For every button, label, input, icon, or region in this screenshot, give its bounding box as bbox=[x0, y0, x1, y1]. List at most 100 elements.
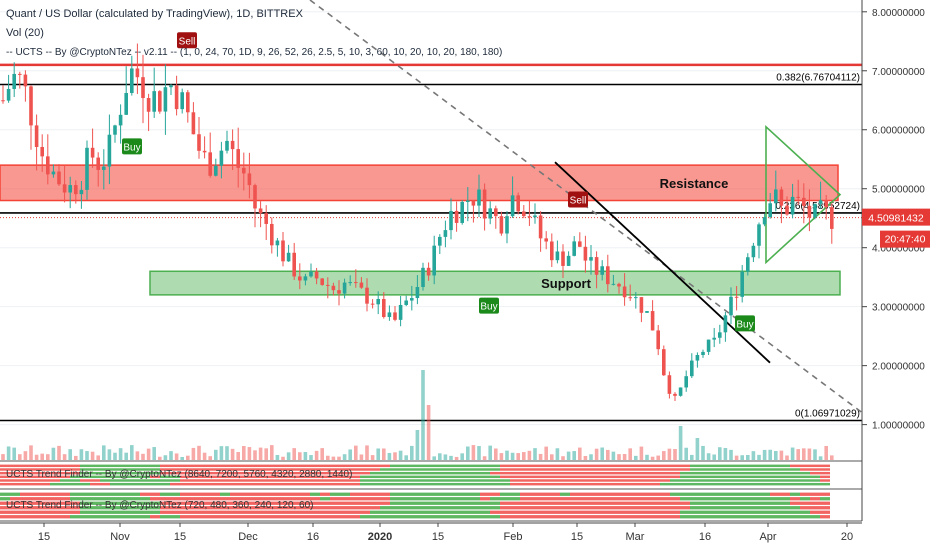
trend-cell bbox=[370, 471, 380, 475]
trend-cell bbox=[440, 497, 450, 501]
trend-cell bbox=[580, 482, 590, 486]
volume-bar bbox=[774, 450, 778, 460]
trend-cell bbox=[590, 471, 600, 475]
trend-cell bbox=[340, 501, 350, 505]
trend-cell bbox=[140, 471, 150, 475]
trend-cell bbox=[630, 501, 640, 505]
trend-cell bbox=[160, 506, 170, 510]
trend-cell bbox=[230, 471, 240, 475]
trend-cell bbox=[290, 497, 300, 501]
candle-body bbox=[790, 196, 795, 215]
candle-body bbox=[443, 230, 448, 237]
trend-cell bbox=[710, 475, 720, 479]
trend-cell bbox=[290, 501, 300, 505]
trend-cell bbox=[290, 482, 300, 486]
trend-cell bbox=[410, 482, 420, 486]
trend-cell bbox=[660, 475, 670, 479]
volume-bar bbox=[589, 454, 593, 460]
trend-cell bbox=[260, 515, 270, 519]
trend-cell bbox=[160, 479, 170, 482]
trend-cell bbox=[650, 492, 660, 496]
trend-cell bbox=[210, 492, 220, 496]
trend-cell bbox=[630, 497, 640, 501]
level-label: 0.236(4.58952724) bbox=[775, 201, 860, 212]
trend-cell bbox=[660, 506, 670, 510]
time-tick-label: Nov bbox=[110, 531, 130, 543]
trend-cell bbox=[490, 515, 500, 519]
trend-cell bbox=[110, 475, 120, 479]
trend-cell bbox=[360, 510, 370, 514]
trend-cell bbox=[280, 471, 290, 475]
trend-cell bbox=[220, 475, 230, 479]
trend-cell bbox=[50, 515, 60, 519]
trend-cell bbox=[110, 497, 120, 501]
trend-cell bbox=[430, 510, 440, 514]
trend-cell bbox=[180, 464, 190, 468]
trend-cell bbox=[270, 492, 280, 496]
trend-cell bbox=[540, 501, 550, 505]
trend-cell bbox=[60, 510, 70, 514]
trend-cell bbox=[290, 468, 300, 471]
trend-cell bbox=[390, 501, 400, 505]
candle-body bbox=[1, 100, 5, 102]
trend-cell bbox=[370, 479, 380, 482]
trend-cell bbox=[40, 471, 50, 475]
trend-cell bbox=[180, 468, 190, 471]
trend-cell bbox=[30, 515, 40, 519]
candle-body bbox=[538, 215, 543, 239]
volume-bar bbox=[499, 453, 504, 460]
trend-cell bbox=[570, 492, 580, 496]
trend-cell bbox=[450, 501, 460, 505]
candle-body bbox=[354, 282, 358, 284]
trend-cell bbox=[750, 492, 760, 496]
trend-cell bbox=[20, 501, 30, 505]
trend-cell bbox=[790, 471, 800, 475]
trend-cell bbox=[280, 506, 290, 510]
trend-cell bbox=[170, 482, 180, 486]
trend-cell bbox=[200, 468, 210, 471]
trend-cell bbox=[470, 479, 480, 482]
trend-cell bbox=[260, 468, 270, 471]
trend-cell bbox=[30, 482, 40, 486]
trend-cell bbox=[640, 464, 650, 468]
trend-cell bbox=[470, 510, 480, 514]
trend-cell bbox=[710, 497, 720, 501]
trend-cell bbox=[280, 475, 290, 479]
trend-cell bbox=[600, 501, 610, 505]
candle-body bbox=[12, 73, 16, 89]
trend-cell bbox=[90, 479, 100, 482]
trend-cell bbox=[810, 492, 820, 496]
trend-cell bbox=[540, 468, 550, 471]
trend-cell bbox=[710, 506, 720, 510]
trend-cell bbox=[150, 497, 160, 501]
trend-cell bbox=[430, 471, 440, 475]
trend-cell bbox=[350, 471, 360, 475]
trend-cell bbox=[510, 468, 520, 471]
trend-cell bbox=[630, 464, 640, 468]
candle-body bbox=[701, 351, 705, 355]
trend-cell bbox=[820, 497, 830, 501]
trend-cell bbox=[430, 479, 440, 482]
trend-cell bbox=[470, 464, 480, 468]
candle-body bbox=[695, 354, 700, 361]
volume-bar bbox=[174, 453, 179, 460]
trend-cell bbox=[570, 482, 580, 486]
volume-bar bbox=[830, 455, 834, 460]
volume-bar bbox=[667, 448, 672, 460]
trend-cell bbox=[130, 482, 140, 486]
trend-cell bbox=[70, 482, 80, 486]
trend-cell bbox=[410, 506, 420, 510]
candle-body bbox=[370, 303, 375, 305]
volume-bar bbox=[309, 455, 313, 460]
trend-cell bbox=[550, 468, 560, 471]
trend-cell bbox=[460, 471, 470, 475]
trend-cell bbox=[380, 501, 390, 505]
trend-cell bbox=[310, 475, 320, 479]
trend-cell bbox=[420, 515, 430, 519]
volume-bar bbox=[650, 456, 655, 460]
time-tick-label: 16 bbox=[699, 531, 711, 543]
trend-cell bbox=[530, 475, 540, 479]
volume-bar bbox=[656, 455, 660, 460]
trend-cell bbox=[580, 510, 590, 514]
